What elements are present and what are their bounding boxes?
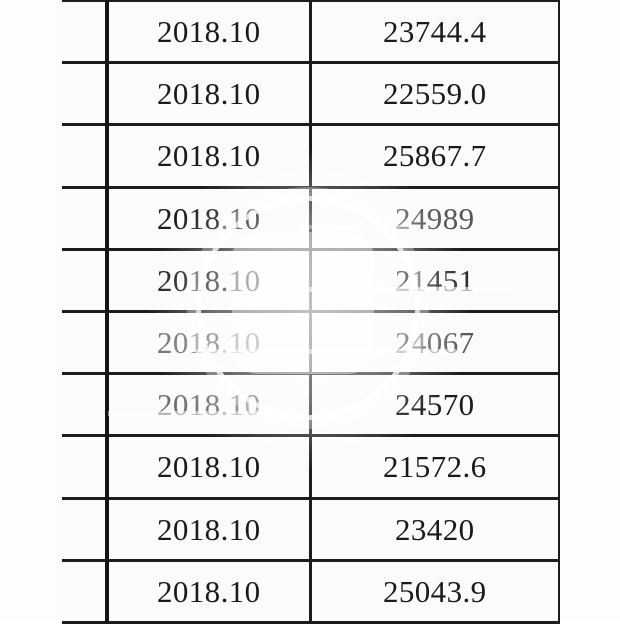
- cell-date: 2018.10: [107, 558, 312, 624]
- cell-value: 25867.7: [310, 123, 560, 189]
- cell-date: 2018.10: [107, 185, 312, 251]
- table-row[interactable]: 2018.10 24989: [62, 185, 560, 251]
- cell-value: 25043.9: [310, 558, 560, 624]
- cell-date: 2018.10: [107, 496, 312, 562]
- cell-date: 2018.10: [107, 372, 312, 438]
- cell-value: 24067: [310, 309, 560, 376]
- cell-blank: [62, 309, 109, 376]
- cell-date: 2018.10: [107, 309, 312, 376]
- table-row[interactable]: 2018.10 25043.9: [62, 558, 560, 624]
- table-row[interactable]: 2018.10 24067: [62, 309, 560, 376]
- cell-value: 24570: [310, 372, 560, 438]
- cell-date: 2018.10: [107, 0, 312, 65]
- table-row[interactable]: 2018.10 21572.6: [62, 434, 560, 500]
- cell-blank: [62, 434, 109, 500]
- table-body: 2018.10 23744.4 2018.10 22559.0 2018.10 …: [62, 0, 560, 624]
- cell-blank: [62, 0, 109, 65]
- cell-date: 2018.10: [107, 247, 312, 313]
- cell-blank: [62, 61, 109, 127]
- cell-date: 2018.10: [107, 434, 312, 500]
- cell-blank: [62, 123, 109, 189]
- cell-date: 2018.10: [107, 123, 312, 189]
- table-row[interactable]: 2018.10 24570: [62, 372, 560, 438]
- cell-value: 21572.6: [310, 434, 560, 500]
- cell-value: 23744.4: [310, 0, 560, 65]
- table-row[interactable]: 2018.10 25867.7: [62, 123, 560, 189]
- cell-value: 23420: [310, 496, 560, 562]
- cell-blank: [62, 185, 109, 251]
- cell-blank: [62, 372, 109, 438]
- table-row[interactable]: 2018.10 23744.4: [62, 0, 560, 65]
- cell-blank: [62, 247, 109, 313]
- cell-blank: [62, 496, 109, 562]
- table-container: 2018.10 23744.4 2018.10 22559.0 2018.10 …: [62, 0, 560, 624]
- data-table: 2018.10 23744.4 2018.10 22559.0 2018.10 …: [62, 0, 560, 624]
- cell-blank: [62, 558, 109, 624]
- table-row[interactable]: 2018.10 23420: [62, 496, 560, 562]
- cell-value: 24989: [310, 185, 560, 251]
- table-row[interactable]: 2018.10 21451: [62, 247, 560, 313]
- cell-value: 22559.0: [310, 61, 560, 127]
- cell-value: 21451: [310, 247, 560, 313]
- cell-date: 2018.10: [107, 61, 312, 127]
- table-row[interactable]: 2018.10 22559.0: [62, 61, 560, 127]
